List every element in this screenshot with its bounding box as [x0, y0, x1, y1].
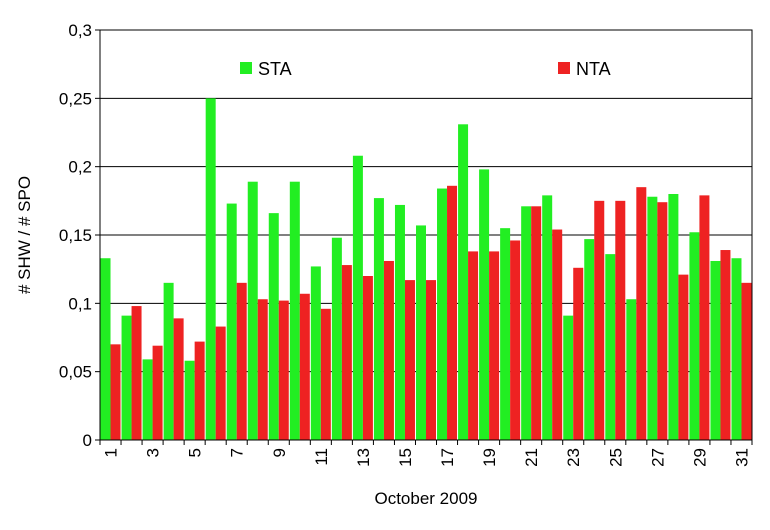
x-tick-label: 5 — [186, 448, 205, 457]
y-tick-label: 0,05 — [59, 363, 92, 382]
bar-nta-16 — [426, 280, 436, 440]
bar-nta-23 — [573, 267, 584, 440]
x-tick-label: 7 — [228, 448, 247, 457]
x-tick-label: 29 — [690, 448, 709, 467]
x-tick-label: 13 — [354, 448, 373, 467]
bar-sta-31 — [731, 258, 742, 440]
y-tick-label: 0,2 — [68, 158, 92, 177]
legend: STA NTA — [240, 59, 611, 79]
bar-nta-14 — [383, 260, 394, 440]
bar-sta-8 — [247, 181, 258, 440]
bar-nta-20 — [510, 240, 521, 440]
bar-nta-21 — [531, 206, 542, 440]
bar-sta-18 — [458, 124, 469, 441]
bar-sta-26 — [626, 299, 637, 440]
bar-nta-25 — [615, 200, 626, 440]
bar-sta-3 — [142, 359, 153, 440]
bar-sta-27 — [647, 196, 658, 440]
bar-sta-14 — [373, 198, 384, 440]
bar-sta-9 — [268, 213, 279, 440]
bar-sta-20 — [500, 228, 511, 440]
bar-sta-17 — [437, 188, 448, 440]
bar-sta-24 — [584, 239, 595, 440]
x-tick-label: 23 — [564, 448, 583, 467]
bar-sta-23 — [563, 315, 574, 440]
x-tick-label: 17 — [438, 448, 457, 467]
bar-sta-13 — [352, 155, 363, 440]
bar-sta-25 — [605, 254, 616, 440]
bar-nta-5 — [194, 341, 205, 440]
x-tick-label: 27 — [648, 448, 667, 467]
bar-sta-5 — [184, 360, 195, 440]
bar-sta-30 — [710, 260, 721, 440]
bar-sta-2 — [121, 315, 132, 440]
bar-nta-31 — [741, 282, 752, 440]
legend-swatch-nta — [558, 62, 570, 74]
bar-sta-22 — [542, 195, 553, 440]
bar-nta-9 — [278, 300, 289, 440]
bar-sta-16 — [416, 225, 426, 440]
bar-nta-3 — [152, 345, 163, 440]
bar-nta-6 — [215, 326, 226, 440]
y-tick-label: 0,3 — [68, 21, 92, 40]
bar-nta-22 — [552, 229, 563, 440]
legend-swatch-sta — [240, 62, 252, 74]
x-tick-label: 25 — [606, 448, 625, 467]
x-tick-label: 3 — [144, 448, 163, 457]
x-tick-label: 21 — [522, 448, 541, 467]
bar-sta-29 — [689, 232, 700, 440]
bar-nta-11 — [320, 308, 331, 440]
bar-nta-13 — [362, 276, 373, 440]
legend-label-nta: NTA — [576, 59, 611, 79]
bar-sta-6 — [205, 98, 216, 440]
bar-nta-29 — [699, 195, 710, 440]
y-axis-title: # SHW / # SPO — [15, 176, 34, 294]
bar-nta-18 — [468, 251, 479, 440]
x-tick-label: 31 — [732, 448, 751, 467]
bar-sta-4 — [163, 282, 174, 440]
y-tick-label: 0,15 — [59, 226, 92, 245]
bar-nta-28 — [678, 274, 689, 440]
y-axis: 0 0,05 0,1 0,15 0,2 0,25 0,3 — [59, 21, 101, 450]
x-tick-label: 11 — [312, 448, 331, 466]
bar-nta-30 — [720, 250, 731, 440]
x-tick-label: 9 — [270, 448, 289, 457]
bar-sta-12 — [331, 237, 342, 440]
bar-sta-28 — [668, 194, 679, 440]
y-tick-label: 0,1 — [68, 294, 92, 313]
x-axis-title: October 2009 — [374, 489, 477, 508]
bar-sta-15 — [394, 204, 405, 440]
y-tick-label: 0 — [83, 431, 92, 450]
bar-nta-27 — [657, 202, 668, 440]
bar-nta-7 — [236, 282, 247, 440]
y-tick-label: 0,25 — [59, 89, 92, 108]
bar-nta-12 — [341, 265, 352, 440]
bar-nta-4 — [173, 318, 184, 440]
bar-nta-19 — [489, 251, 500, 440]
bar-nta-24 — [594, 200, 605, 440]
bar-nta-15 — [404, 280, 415, 440]
bar-nta-26 — [636, 187, 647, 440]
bar-sta-10 — [289, 181, 300, 440]
legend-label-sta: STA — [258, 59, 292, 79]
bar-nta-10 — [299, 293, 310, 440]
x-tick-label: 15 — [396, 448, 415, 467]
bar-nta-2 — [131, 306, 142, 440]
x-tick-label: 1 — [102, 448, 121, 457]
bars — [100, 98, 752, 441]
x-tick-label: 19 — [480, 448, 499, 467]
bar-sta-7 — [226, 203, 237, 440]
bar-nta-1 — [110, 344, 121, 440]
x-axis: 1 3 5 7 9 11 13 15 17 19 21 23 25 27 29 31 — [99, 439, 753, 467]
bar-sta-11 — [310, 266, 321, 440]
bar-sta-21 — [521, 206, 532, 440]
bar-nta-17 — [447, 185, 458, 440]
bar-sta-1 — [100, 258, 111, 440]
bar-sta-19 — [479, 169, 490, 440]
bar-nta-8 — [257, 299, 268, 440]
